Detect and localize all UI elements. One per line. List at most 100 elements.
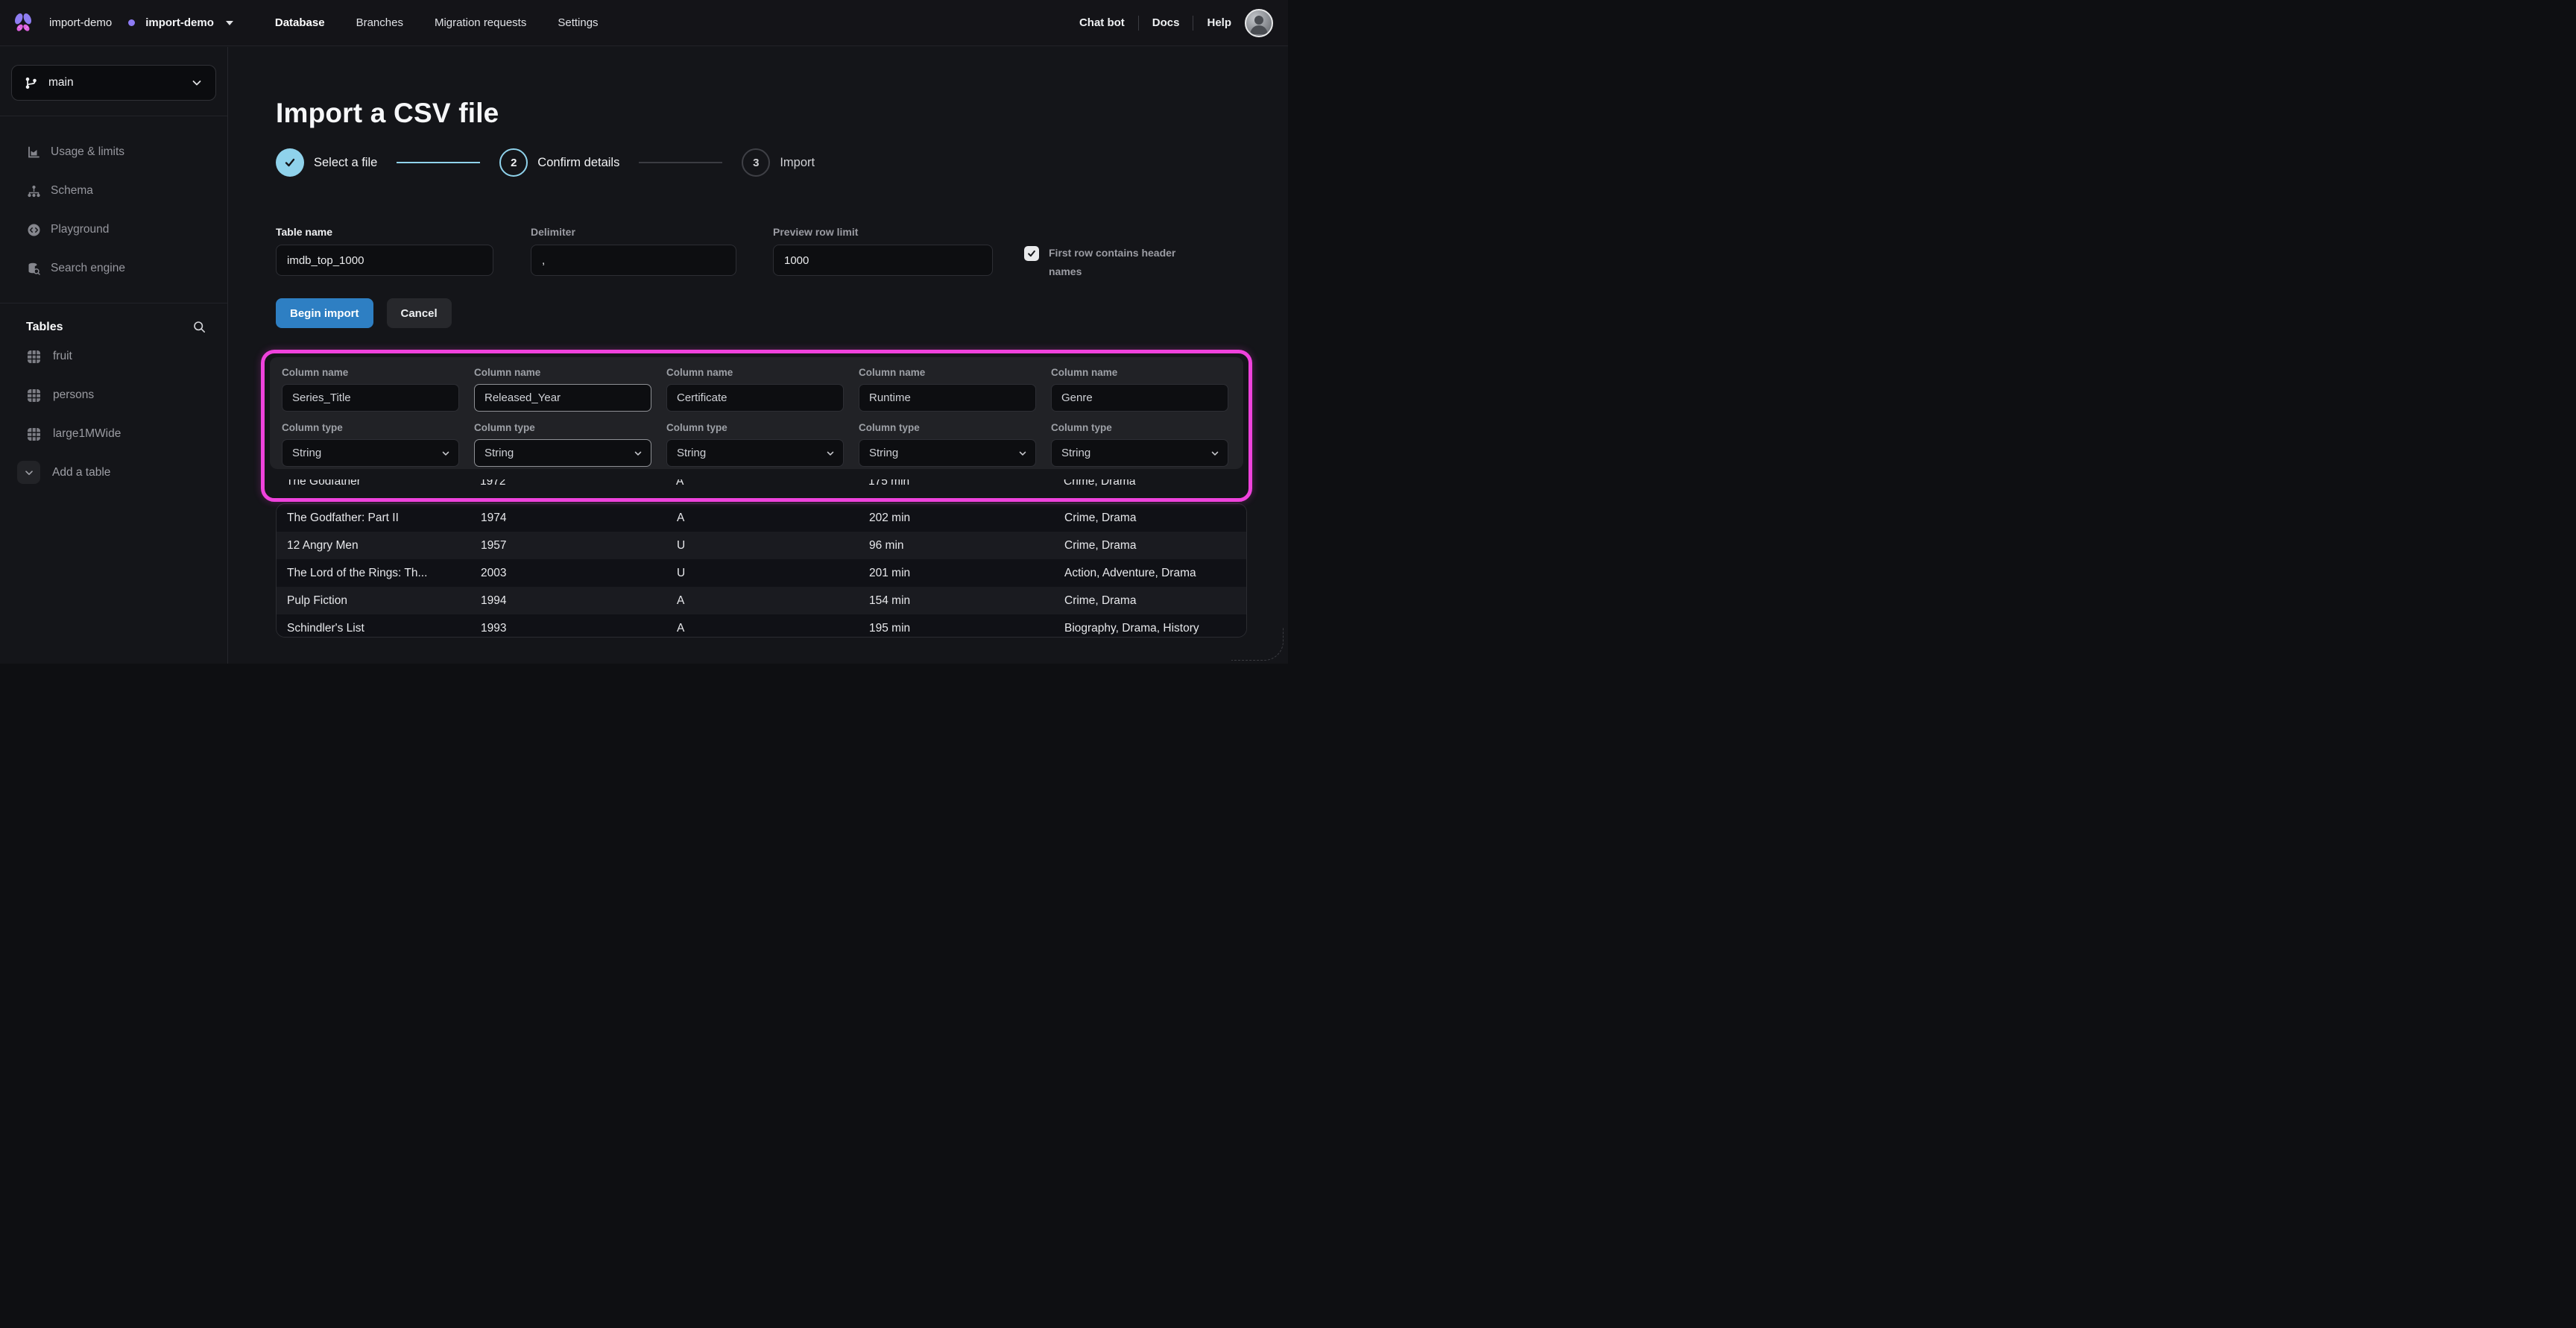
column-name-input[interactable] xyxy=(666,384,844,412)
column-type-label: Column type xyxy=(282,422,459,433)
branch-selector[interactable]: main xyxy=(11,65,216,101)
sidebar-nav: Usage & limits Schema xyxy=(0,116,227,288)
sidebar-item-schema[interactable]: Schema xyxy=(0,171,227,210)
database-color-dot xyxy=(128,19,135,26)
import-wizard: Import a CSV file Select a file 2 Confir… xyxy=(229,47,1288,664)
docs-link[interactable]: Docs xyxy=(1152,16,1180,29)
page-title: Import a CSV file xyxy=(276,98,1288,129)
import-stepper: Select a file 2 Confirm details 3 Import xyxy=(276,148,1288,177)
table-grid-icon xyxy=(26,349,42,365)
column-type-label: Column type xyxy=(1051,422,1228,433)
sidebar-table-item[interactable]: fruit xyxy=(0,337,227,376)
navbar-utility-links: Chat bot Docs Help xyxy=(1079,9,1273,37)
preview-table-row: 12 Angry Men 1957 U 96 min Crime, Drama xyxy=(277,532,1246,559)
workspace-name[interactable]: import-demo xyxy=(49,16,112,29)
column-name-input[interactable] xyxy=(1051,384,1228,412)
header-row-checkbox[interactable] xyxy=(1024,246,1039,261)
sidebar-item-search-engine[interactable]: Search engine xyxy=(0,249,227,288)
sidebar-table-item[interactable]: persons xyxy=(0,376,227,415)
help-link[interactable]: Help xyxy=(1207,16,1231,29)
table-list: fruit persons large1MWide xyxy=(0,337,227,453)
delimiter-label: Delimiter xyxy=(531,226,736,238)
column-name-label: Column name xyxy=(474,367,651,378)
column-definition: Column name Column type xyxy=(474,367,651,469)
column-name-input[interactable] xyxy=(474,384,651,412)
column-name-label: Column name xyxy=(859,367,1036,378)
code-playground-icon xyxy=(26,223,41,237)
highlight-annotation-box: Column name Column type Column name xyxy=(261,350,1252,502)
column-name-label: Column name xyxy=(1051,367,1228,378)
csv-preview-table[interactable]: The Godfather: Part II 1974 A 202 min Cr… xyxy=(276,503,1247,638)
sidebar-table-item[interactable]: large1MWide xyxy=(0,415,227,453)
table-name-input[interactable] xyxy=(276,245,493,276)
preview-table-row: The Lord of the Rings: Th... 2003 U 201 … xyxy=(277,559,1246,587)
sidebar-item-playground[interactable]: Playground xyxy=(0,210,227,249)
header-row-checkbox-group: First row contains header names xyxy=(1024,244,1202,280)
add-table-label: Add a table xyxy=(52,466,110,479)
column-definition: Column name Column type xyxy=(859,367,1036,469)
xata-butterfly-logo[interactable] xyxy=(12,13,34,33)
preview-row-limit-label: Preview row limit xyxy=(773,226,993,238)
user-avatar[interactable] xyxy=(1245,9,1273,37)
preview-table-row: The Godfather: Part II 1974 A 202 min Cr… xyxy=(277,504,1246,532)
column-mapping-panel: Column name Column type Column name xyxy=(270,357,1243,469)
column-type-select[interactable] xyxy=(282,439,459,467)
column-name-label: Column name xyxy=(666,367,844,378)
chevron-down-icon xyxy=(190,76,203,89)
main-nav-tabs: Database Branches Migration requests Set… xyxy=(275,16,599,29)
search-tables-icon[interactable] xyxy=(192,320,206,334)
column-type-label: Column type xyxy=(666,422,844,433)
database-switcher-caret-icon[interactable] xyxy=(226,21,233,25)
table-grid-icon xyxy=(26,427,42,442)
cancel-button[interactable]: Cancel xyxy=(387,298,452,328)
column-name-input[interactable] xyxy=(859,384,1036,412)
tab-branches[interactable]: Branches xyxy=(356,16,403,29)
table-grid-icon xyxy=(26,388,42,403)
column-definition: Column name Column type xyxy=(666,367,844,469)
step-1-done-circle xyxy=(276,148,304,177)
column-type-select[interactable] xyxy=(1051,439,1228,467)
git-branch-icon xyxy=(24,76,38,90)
sidebar-item-usage-limits[interactable]: Usage & limits xyxy=(0,133,227,171)
column-definition: Column name Column type xyxy=(1051,367,1228,469)
workspace-breadcrumb: import-demo import-demo xyxy=(12,13,233,33)
step-2-circle: 2 xyxy=(499,148,528,177)
header-row-checkbox-label: First row contains header names xyxy=(1049,244,1202,280)
step-3-label: Import xyxy=(780,156,815,170)
step-2-label: Confirm details xyxy=(537,156,619,170)
step-connector-done xyxy=(397,162,480,163)
step-3-circle: 3 xyxy=(742,148,770,177)
tab-migration-requests[interactable]: Migration requests xyxy=(435,16,526,29)
begin-import-button[interactable]: Begin import xyxy=(276,298,373,328)
step-1-label: Select a file xyxy=(314,156,377,170)
column-type-select[interactable] xyxy=(474,439,651,467)
column-name-input[interactable] xyxy=(282,384,459,412)
database-name[interactable]: import-demo xyxy=(145,16,214,29)
add-table-chevron-box[interactable] xyxy=(17,461,40,484)
delimiter-input[interactable] xyxy=(531,245,736,276)
tab-database[interactable]: Database xyxy=(275,16,325,29)
check-icon xyxy=(283,156,297,169)
column-type-select[interactable] xyxy=(859,439,1036,467)
form-actions: Begin import Cancel xyxy=(276,298,1288,328)
database-search-icon xyxy=(26,262,41,276)
schema-icon xyxy=(26,184,41,198)
tables-heading: Tables xyxy=(26,321,63,334)
column-type-select[interactable] xyxy=(666,439,844,467)
column-type-label: Column type xyxy=(474,422,651,433)
add-table-button[interactable]: Add a table xyxy=(17,461,227,484)
table-name-label: Table name xyxy=(276,226,493,238)
clipped-preview-row: The Godfather 1972 A 175 min Crime, Dram… xyxy=(276,479,1240,495)
preview-row-limit-input[interactable] xyxy=(773,245,993,276)
app-window: import-demo import-demo Database Branche… xyxy=(0,0,1288,664)
branch-name: main xyxy=(48,76,74,89)
top-navbar: import-demo import-demo Database Branche… xyxy=(0,0,1288,46)
column-definition: Column name Column type xyxy=(282,367,459,469)
import-settings-form: Table name Delimiter Preview row limit F… xyxy=(276,226,1288,280)
chevron-down-icon xyxy=(23,467,35,479)
tab-settings[interactable]: Settings xyxy=(558,16,598,29)
sidebar: main Usage & limits xyxy=(0,47,228,664)
column-name-label: Column name xyxy=(282,367,459,378)
chat-bot-link[interactable]: Chat bot xyxy=(1079,16,1125,29)
column-type-label: Column type xyxy=(859,422,1036,433)
